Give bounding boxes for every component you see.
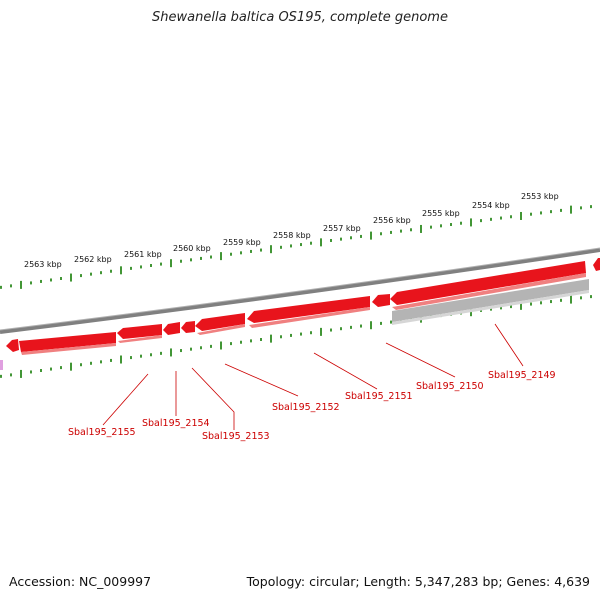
pseudo-feature[interactable] — [392, 279, 589, 322]
gene-sbal195-2154-shadow — [118, 335, 162, 343]
gene-sbal195-2151-shadow — [249, 307, 370, 328]
gene-labels: Sbal195_2155 Sbal195_2154 Sbal195_2153 Sbal… — [68, 370, 556, 442]
backbone-highlight — [0, 247, 600, 331]
topology-stats: Topology: circular; Length: 5,347,283 bp… — [246, 574, 590, 589]
gene-sbal195-2153a[interactable] — [163, 322, 180, 335]
gene-sbal195-2149-shadow — [392, 273, 586, 310]
ruler-label: 2555 kbp — [422, 209, 460, 218]
gene-sbal195-2155[interactable] — [19, 332, 116, 352]
gene-label[interactable]: Sbal195_2151 — [345, 391, 413, 402]
gene-sbal195-2152[interactable] — [195, 313, 245, 331]
outer-ruler-ticks — [0, 205, 592, 289]
gene-label[interactable]: Sbal195_2150 — [416, 381, 484, 392]
gene-sbal195-2154[interactable] — [117, 324, 162, 339]
gene-label[interactable]: Sbal195_2153 — [202, 431, 270, 442]
map-title: Shewanella baltica OS195, complete genom… — [152, 10, 448, 25]
ruler-labels: 2563 kbp 2562 kbp 2561 kbp 2560 kbp 2559 kbp… — [24, 192, 559, 269]
gene-arrow-right-edge[interactable] — [593, 258, 600, 271]
ruler-label: 2561 kbp — [124, 250, 162, 259]
ruler-label: 2553 kbp — [521, 192, 559, 201]
ruler-label: 2559 kbp — [223, 238, 261, 247]
gene-sbal195-2151[interactable] — [247, 296, 370, 323]
gene-sbal195-2150[interactable] — [372, 294, 390, 307]
gene-sbal195-2149[interactable] — [390, 261, 586, 305]
ruler-label: 2554 kbp — [472, 201, 510, 210]
backbone-line — [0, 248, 600, 334]
ruler-label: 2556 kbp — [373, 216, 411, 225]
gene-track — [0, 258, 600, 370]
ruler-label: 2557 kbp — [323, 224, 361, 233]
gene-arrow-left-edge[interactable] — [6, 339, 19, 352]
gene-sbal195-2153b[interactable] — [181, 321, 195, 333]
left-edge-marker — [0, 360, 3, 370]
ruler-label: 2558 kbp — [273, 231, 311, 240]
gene-label[interactable]: Sbal195_2154 — [142, 418, 210, 429]
pseudo-feature-shadow — [392, 290, 589, 325]
accession-text: Accession: NC_009997 — [9, 574, 152, 589]
ruler-label: 2560 kbp — [173, 244, 211, 253]
ruler-label: 2563 kbp — [24, 260, 62, 269]
gene-label[interactable]: Sbal195_2149 — [488, 370, 556, 381]
leader-lines — [102, 323, 524, 430]
gene-label[interactable]: Sbal195_2155 — [68, 427, 136, 438]
gene-label[interactable]: Sbal195_2152 — [272, 402, 340, 413]
ruler-label: 2562 kbp — [74, 255, 112, 264]
gene-sbal195-2152-shadow — [197, 324, 245, 335]
gene-sbal195-2155-shadow — [21, 343, 116, 355]
